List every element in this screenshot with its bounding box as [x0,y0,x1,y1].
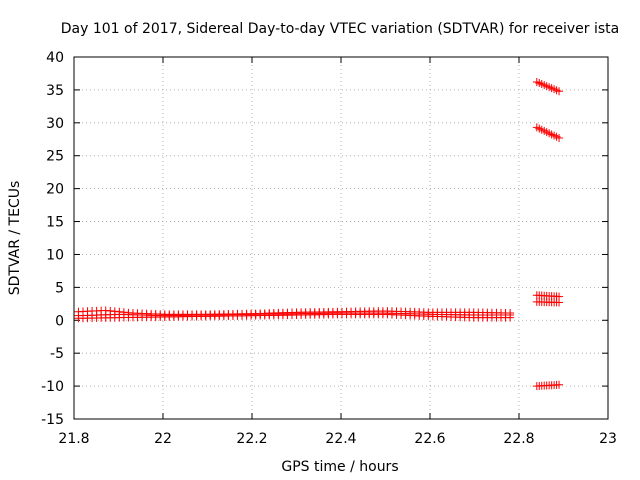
x-tick-label: 22.8 [503,431,534,447]
data-point [555,298,564,307]
x-tick-label: 22.6 [414,431,445,447]
x-tick-label: 23 [599,431,617,447]
data-point [555,133,564,142]
axis-ticks: 21.8 22 22.2 22.4 22.6 22.8 23 -15 -10 -5 0 5 10 15 20… [41,50,617,447]
y-tick-label: 40 [46,50,64,66]
data-points [74,78,564,391]
y-tick-label: 10 [46,247,64,263]
y-tick-label: 15 [46,215,64,231]
data-point [555,380,564,389]
data-point [506,313,515,322]
x-axis-label: GPS time / hours [281,459,398,475]
x-tick-label: 22 [154,431,172,447]
chart-title: Day 101 of 2017, Sidereal Day-to-day VTE… [61,21,619,37]
y-tick-label: 20 [46,182,64,198]
x-tick-label: 22.2 [236,431,267,447]
y-tick-label: 35 [46,83,64,99]
y-axis-label: SDTVAR / TECUs [7,181,23,296]
y-tick-label: -5 [50,346,64,362]
y-tick-label: 5 [55,280,64,296]
data-point [555,87,564,96]
grid [74,57,608,419]
x-tick-label: 22.4 [325,431,356,447]
y-tick-label: 25 [46,149,64,165]
y-tick-label: 30 [46,116,64,132]
y-tick-label: -15 [41,412,64,428]
y-tick-label: -10 [41,379,64,395]
x-tick-label: 21.8 [58,431,89,447]
y-tick-label: 0 [55,313,64,329]
